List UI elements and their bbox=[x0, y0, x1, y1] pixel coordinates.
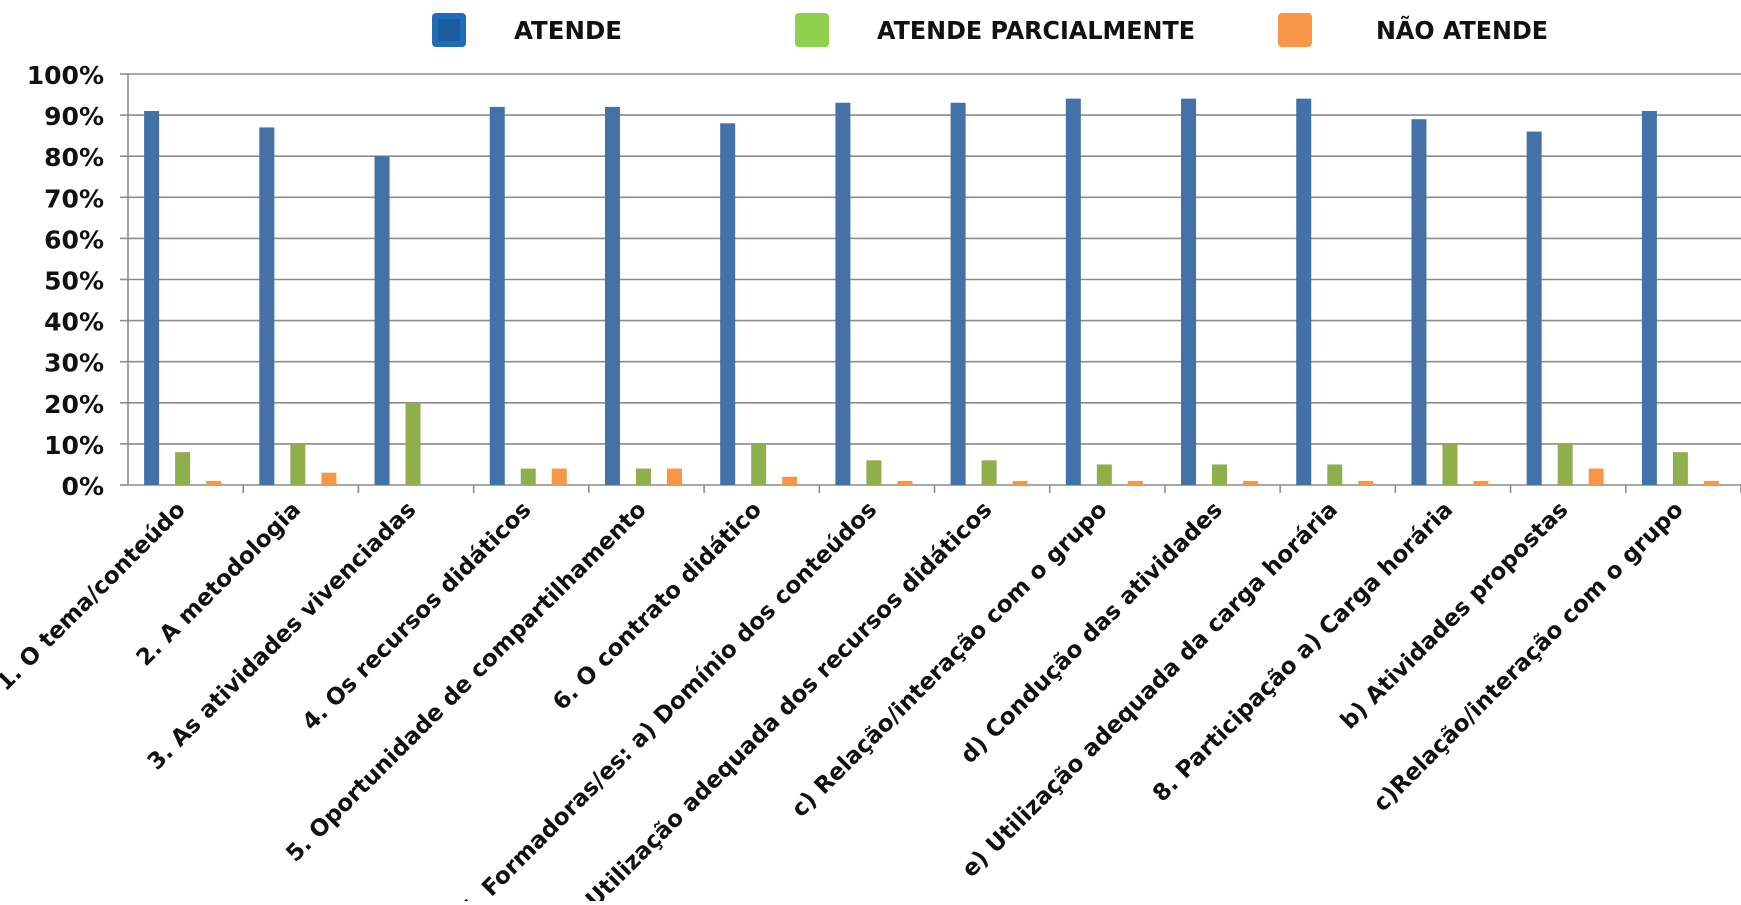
legend-label: ATENDE PARCIALMENTE bbox=[877, 16, 1195, 45]
x-tick-label: e) Utilização adequada da carga horária bbox=[957, 497, 1343, 883]
bar bbox=[290, 443, 306, 485]
bar bbox=[374, 156, 390, 485]
bar bbox=[866, 460, 882, 485]
x-tick-label: 4. Os recursos didáticos bbox=[298, 497, 537, 736]
y-tick-label: 40% bbox=[44, 308, 104, 337]
bar bbox=[981, 460, 997, 485]
y-tick-label: 70% bbox=[44, 184, 104, 213]
bar bbox=[1672, 452, 1688, 485]
y-tick-label: 100% bbox=[27, 61, 104, 90]
bar bbox=[950, 102, 966, 486]
bar bbox=[1127, 480, 1143, 485]
bar bbox=[321, 472, 337, 485]
bar bbox=[1411, 119, 1427, 486]
bar bbox=[835, 102, 851, 486]
bar bbox=[1641, 110, 1657, 486]
bar bbox=[489, 106, 505, 485]
bar bbox=[551, 468, 567, 485]
bar bbox=[1181, 98, 1197, 485]
grid-lines bbox=[128, 73, 1741, 445]
y-tick-label: 80% bbox=[44, 143, 104, 172]
legend-swatch bbox=[795, 13, 829, 47]
bar bbox=[1243, 480, 1259, 485]
y-tick-label: 10% bbox=[44, 431, 104, 460]
bar bbox=[1327, 464, 1343, 485]
y-tick-label: 90% bbox=[44, 102, 104, 131]
y-tick-label: 20% bbox=[44, 390, 104, 419]
legend-label: ATENDE bbox=[514, 16, 622, 45]
bar bbox=[1442, 443, 1458, 485]
y-tick-label: 50% bbox=[44, 267, 104, 296]
bar bbox=[175, 452, 191, 485]
bar bbox=[666, 468, 682, 485]
bar bbox=[720, 123, 736, 485]
bar bbox=[1065, 98, 1081, 485]
legend-swatch-inner bbox=[438, 19, 460, 41]
bar bbox=[897, 480, 913, 485]
bar bbox=[1296, 98, 1312, 485]
bar bbox=[405, 402, 421, 485]
bar bbox=[1557, 443, 1573, 485]
y-tick-label: 60% bbox=[44, 225, 104, 254]
y-tick-label: 30% bbox=[44, 349, 104, 378]
bar bbox=[259, 127, 275, 486]
x-tick-label: b) Atividades propostas bbox=[1336, 497, 1574, 735]
bar bbox=[1358, 480, 1374, 485]
bar bbox=[1473, 480, 1489, 485]
bar bbox=[1096, 464, 1112, 485]
x-tick-label: 6. O contrato didático bbox=[548, 497, 767, 716]
bar bbox=[604, 106, 620, 485]
bar bbox=[782, 476, 798, 485]
bar bbox=[751, 443, 767, 485]
bar bbox=[520, 468, 536, 485]
bar bbox=[206, 480, 222, 485]
x-tick-label: 1. O tema/conteúdo bbox=[0, 497, 191, 696]
legend-label: NÃO ATENDE bbox=[1376, 16, 1548, 45]
y-tick-labels: 0% 10% 20% 30% 40% 50% 60% 70% 80% 90% 100% bbox=[27, 61, 104, 501]
legend: ATENDE ATENDE PARCIALMENTE NÃO ATENDE bbox=[432, 13, 1548, 47]
bar bbox=[1526, 131, 1542, 486]
x-tick-label: d) Condução das atividades bbox=[956, 497, 1228, 769]
bar bbox=[635, 468, 651, 485]
bar bbox=[144, 110, 160, 486]
bars bbox=[144, 98, 1719, 486]
bar bbox=[1012, 480, 1028, 485]
bar bbox=[1212, 464, 1228, 485]
bar bbox=[1703, 480, 1719, 485]
y-tick-label: 0% bbox=[62, 472, 104, 501]
x-tick-label: b) Utilização adequada dos recursos didá… bbox=[556, 497, 997, 901]
legend-swatch bbox=[1278, 13, 1312, 47]
axes bbox=[120, 73, 1741, 493]
bar bbox=[1588, 468, 1604, 485]
